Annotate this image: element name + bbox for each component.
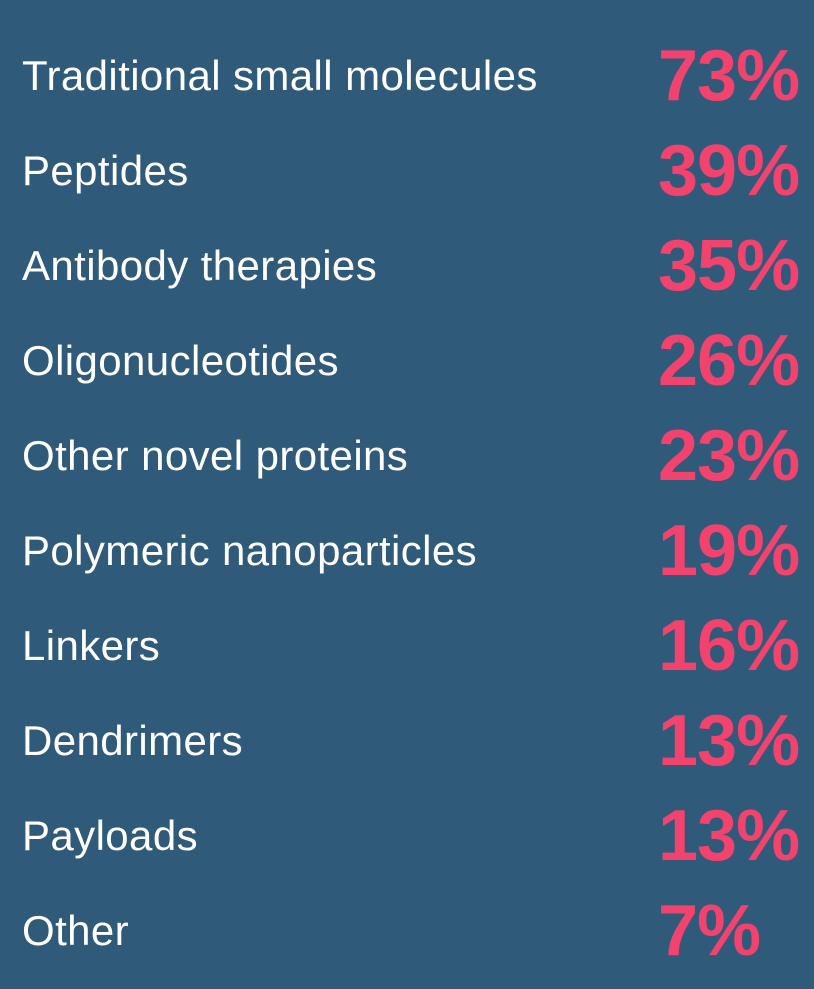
- stat-row: Peptides 39%: [0, 123, 814, 218]
- stat-row: Polymeric nanoparticles 19%: [0, 503, 814, 598]
- stat-label: Payloads: [22, 811, 198, 859]
- stat-label: Polymeric nanoparticles: [22, 526, 478, 574]
- stat-value: 13%: [658, 795, 800, 876]
- stat-value: 23%: [658, 415, 800, 496]
- stat-row: Antibody therapies 35%: [0, 218, 814, 313]
- stat-row: Oligonucleotides 26%: [0, 313, 814, 408]
- stat-value: 19%: [658, 510, 800, 591]
- stat-value: 35%: [658, 225, 800, 306]
- stat-label: Dendrimers: [22, 716, 244, 764]
- stat-row: Other novel proteins 23%: [0, 408, 814, 503]
- stat-label: Traditional small molecules: [22, 51, 538, 99]
- stat-row: Payloads 13%: [0, 788, 814, 883]
- stat-value: 13%: [658, 700, 800, 781]
- stat-value: 73%: [658, 35, 800, 116]
- stat-value: 7%: [658, 890, 761, 971]
- stat-value: 16%: [658, 605, 800, 686]
- stat-label: Other: [22, 906, 130, 954]
- stat-value: 39%: [658, 130, 800, 211]
- stat-label: Linkers: [22, 621, 161, 669]
- stat-label: Peptides: [22, 146, 189, 194]
- stat-value: 26%: [658, 320, 800, 401]
- stat-label: Antibody therapies: [22, 241, 378, 289]
- stat-label: Oligonucleotides: [22, 336, 339, 384]
- stat-row: Linkers 16%: [0, 598, 814, 693]
- stat-row: Other 7%: [0, 883, 814, 978]
- stat-label: Other novel proteins: [22, 431, 409, 479]
- stat-row: Traditional small molecules 73%: [0, 28, 814, 123]
- stat-row: Dendrimers 13%: [0, 693, 814, 788]
